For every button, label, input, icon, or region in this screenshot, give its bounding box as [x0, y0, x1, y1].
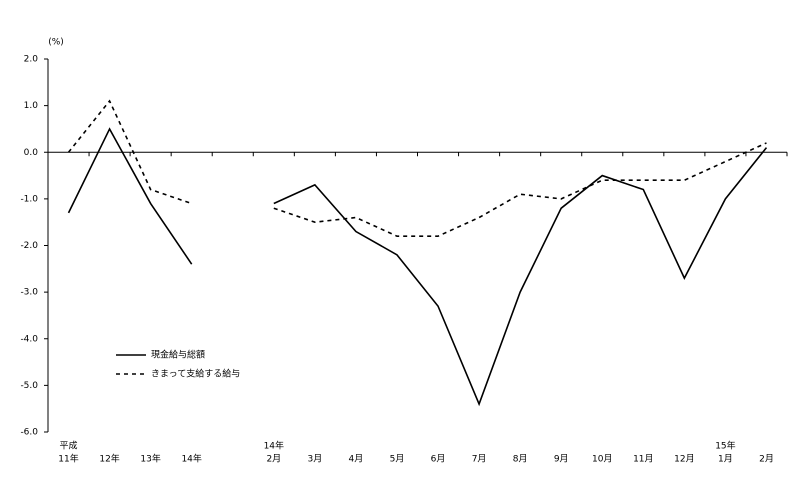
- x-tick-label: 8月: [513, 454, 528, 465]
- y-tick-label: -2.0: [20, 241, 38, 251]
- x-tick-label: 6月: [431, 454, 446, 465]
- x-tick-label: 4月: [349, 454, 364, 465]
- x-tick-label: 12月: [674, 454, 694, 465]
- y-tick-label: -3.0: [20, 288, 38, 298]
- y-tick-label: 0.0: [24, 148, 39, 158]
- series-line: [273, 147, 768, 407]
- series-line: [67, 127, 193, 265]
- x-tick-label: 12年: [99, 453, 119, 465]
- y-tick-label: -1.0: [20, 194, 38, 204]
- x-group-label: 平成: [60, 440, 78, 452]
- x-group-label: 14年: [264, 440, 284, 452]
- x-tick-label: 7月: [472, 454, 487, 465]
- x-tick-label: 1月: [718, 454, 733, 465]
- x-tick-label: 11年: [58, 453, 78, 465]
- x-tick-label: 9月: [554, 454, 569, 465]
- x-tick-label: 13年: [140, 453, 160, 465]
- legend-label: 現金給与総額: [151, 349, 205, 361]
- y-tick-label: -5.0: [20, 381, 38, 391]
- x-tick-label: 11月: [633, 454, 653, 465]
- y-axis-label: (%): [48, 38, 64, 48]
- legend-label: きまって支給する給与: [151, 368, 240, 380]
- x-tick-label: 14年: [181, 453, 201, 465]
- y-tick-label: 1.0: [24, 101, 39, 111]
- y-tick-label: 2.0: [24, 55, 39, 65]
- x-tick-label: 2月: [266, 454, 281, 465]
- x-tick-label: 10月: [592, 454, 612, 465]
- x-tick-label: 2月: [759, 454, 774, 465]
- x-tick-label: 3月: [307, 454, 322, 465]
- x-group-label: 15年: [715, 440, 735, 452]
- series-line: [67, 99, 192, 205]
- x-tick-label: 5月: [390, 454, 405, 465]
- y-tick-label: -6.0: [20, 428, 38, 438]
- y-tick-label: -4.0: [20, 334, 38, 344]
